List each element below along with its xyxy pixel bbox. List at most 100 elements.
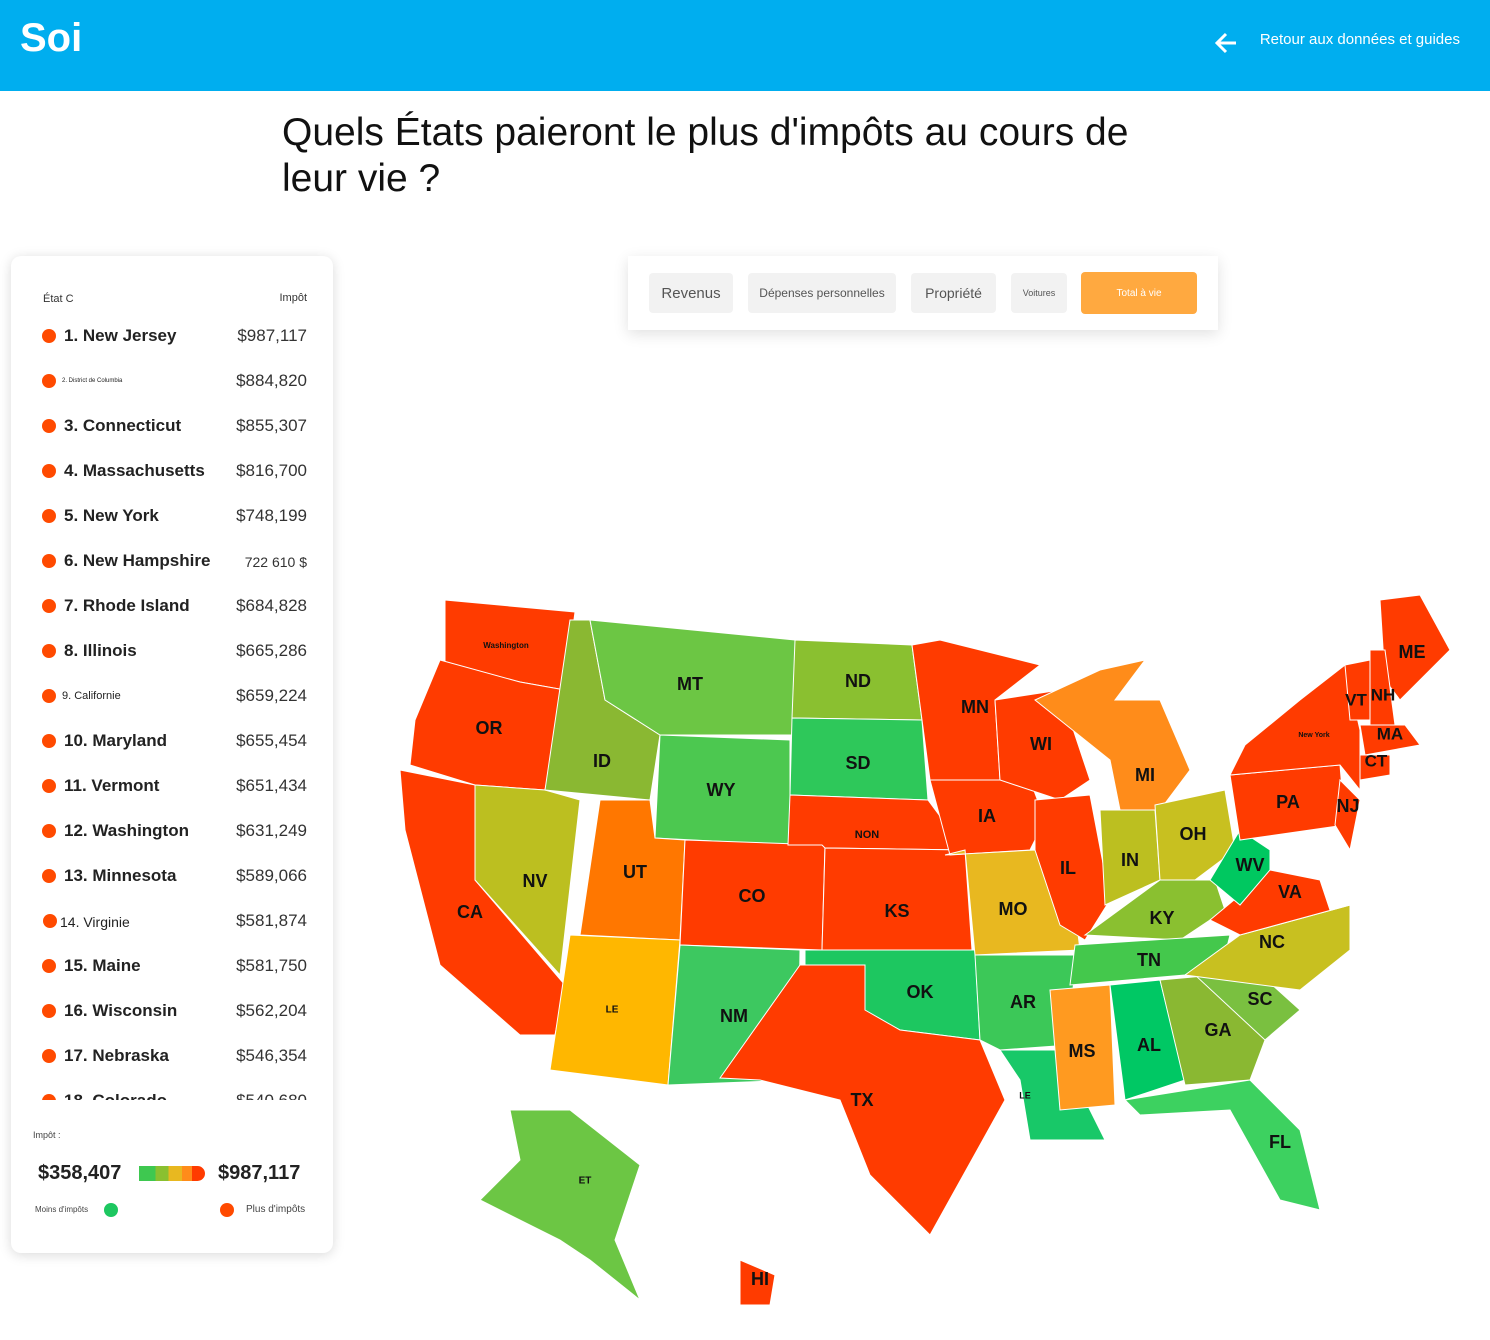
state-shape[interactable] xyxy=(1334,778,1361,852)
state-label: TN xyxy=(1137,950,1161,970)
state-name: 16. Wisconsin xyxy=(64,1001,178,1020)
tax-value: $659,224 xyxy=(236,686,307,705)
legend-min: $358,407 xyxy=(38,1162,122,1184)
state-label: ET xyxy=(579,1176,592,1187)
status-dot xyxy=(42,1049,56,1063)
status-dot xyxy=(42,689,56,703)
state-name: 13. Minnesota xyxy=(64,866,177,885)
state-name: 2. District de Columbia xyxy=(62,378,123,384)
state-shape[interactable] xyxy=(739,1259,776,1306)
state-label: WV xyxy=(1236,855,1265,875)
state-shape[interactable] xyxy=(1034,659,1191,811)
state-name: 5. New York xyxy=(64,506,159,525)
ranking-row[interactable]: 16. Wisconsin $562,204 xyxy=(11,989,333,1034)
state-label: WY xyxy=(707,780,736,800)
ranking-row[interactable]: 2. District de Columbia $884,820 xyxy=(11,359,333,404)
tab[interactable]: Propriété xyxy=(911,273,996,313)
state-shape[interactable] xyxy=(1034,794,1111,941)
state-shape[interactable] xyxy=(719,964,1006,1236)
state-label: AL xyxy=(1137,1035,1161,1055)
state-label: ND xyxy=(845,671,871,691)
state-shape[interactable] xyxy=(1154,789,1236,881)
tax-value: $581,874 xyxy=(236,911,307,930)
tab[interactable]: Revenus xyxy=(649,273,733,313)
state-shape[interactable] xyxy=(1049,984,1116,1111)
ranking-row[interactable]: 4. Massachusetts $816,700 xyxy=(11,449,333,494)
state-label: ID xyxy=(593,751,611,771)
ranking-list: 1. New Jersey $987,117 2. District de Colu… xyxy=(11,314,333,1100)
state-name: 12. Washington xyxy=(64,821,189,840)
state-shape[interactable] xyxy=(1123,1079,1321,1211)
state-label: MA xyxy=(1377,724,1403,743)
tax-value: $651,434 xyxy=(236,776,307,795)
state-name: 4. Massachusetts xyxy=(64,461,205,480)
logo[interactable]: Soi xyxy=(20,16,83,60)
back-link[interactable]: Retour aux données et guides xyxy=(1259,31,1460,48)
column-header: État C xyxy=(43,293,74,305)
state-shape[interactable] xyxy=(1183,904,1351,991)
state-name: 6. New Hampshire xyxy=(64,551,211,570)
legend-less: Moins d'impôts xyxy=(35,1205,89,1214)
state-shape[interactable] xyxy=(474,784,581,977)
state-label: Washington xyxy=(483,641,529,650)
back-arrow[interactable] xyxy=(1212,28,1242,58)
state-label: NV xyxy=(522,871,547,891)
state-label: NON xyxy=(855,829,880,841)
state-label: HI xyxy=(751,1269,769,1289)
state-shape[interactable] xyxy=(589,619,796,736)
state-shape[interactable] xyxy=(821,847,973,951)
ranking-row[interactable]: 13. Minnesota $589,066 xyxy=(11,854,333,899)
state-shape[interactable] xyxy=(479,1109,641,1301)
state-label: MN xyxy=(961,697,989,717)
state-shape[interactable] xyxy=(1209,829,1271,906)
tax-value: $884,820 xyxy=(236,371,307,390)
legend-label: Impôt : xyxy=(33,1130,61,1140)
tax-value: $546,354 xyxy=(236,1046,307,1065)
state-label: OK xyxy=(907,982,934,1002)
tab[interactable]: Dépenses personnelles xyxy=(748,273,896,313)
ranking-row[interactable]: 17. Nebraska $546,354 xyxy=(11,1034,333,1079)
status-dot xyxy=(42,644,56,658)
ranking-row[interactable]: 7. Rhode Island $684,828 xyxy=(11,584,333,629)
tax-value: $655,454 xyxy=(236,731,307,750)
tax-value: $631,249 xyxy=(236,821,307,840)
ranking-row[interactable]: 5. New York $748,199 xyxy=(11,494,333,539)
state-label: NC xyxy=(1259,932,1285,952)
state-shape[interactable] xyxy=(1359,754,1391,781)
tax-value: $540,680 xyxy=(236,1091,307,1100)
ranking-row[interactable]: 10. Maryland $655,454 xyxy=(11,719,333,764)
ranking-row[interactable]: 1. New Jersey $987,117 xyxy=(11,314,333,359)
legend-dot xyxy=(104,1203,118,1217)
ranking-row[interactable]: 9. Californie $659,224 xyxy=(11,674,333,719)
tax-value: $816,700 xyxy=(236,461,307,480)
ranking-row[interactable]: 14. Virginie $581,874 xyxy=(11,899,333,944)
status-dot xyxy=(42,419,56,433)
state-label: AR xyxy=(1010,992,1036,1012)
state-label: MT xyxy=(677,674,703,694)
state-label: PA xyxy=(1276,792,1300,812)
state-label: ME xyxy=(1399,642,1426,662)
ranking-row[interactable]: 12. Washington $631,249 xyxy=(11,809,333,854)
legend-more: Plus d'impôts xyxy=(246,1204,306,1215)
ranking-row[interactable]: 6. New Hampshire 722 610 $ xyxy=(11,539,333,584)
status-dot xyxy=(42,509,56,523)
state-name: 17. Nebraska xyxy=(64,1046,169,1065)
state-shape[interactable] xyxy=(974,954,1076,1051)
state-name: 1. New Jersey xyxy=(64,326,177,345)
state-name: 15. Maine xyxy=(64,956,141,975)
ranking-row[interactable]: 11. Vermont $651,434 xyxy=(11,764,333,809)
ranking-row[interactable]: 8. Illinois $665,286 xyxy=(11,629,333,674)
tab[interactable]: Total à vie xyxy=(1081,272,1197,314)
tab[interactable]: Voitures xyxy=(1011,273,1067,313)
ranking-row[interactable]: 3. Connecticut $855,307 xyxy=(11,404,333,449)
ranking-panel: État C Impôt 1. New Jersey $987,117 2. Dis… xyxy=(11,256,333,1253)
state-label: LE xyxy=(606,1005,619,1016)
ranking-row[interactable]: 15. Maine $581,750 xyxy=(11,944,333,989)
state-shape[interactable] xyxy=(999,1049,1106,1141)
state-name: 10. Maryland xyxy=(64,731,167,750)
ranking-row[interactable]: 18. Colorado $540,680 xyxy=(11,1079,333,1100)
tax-value: $665,286 xyxy=(236,641,307,660)
tax-value: $589,066 xyxy=(236,866,307,885)
state-shape[interactable] xyxy=(1359,724,1421,756)
